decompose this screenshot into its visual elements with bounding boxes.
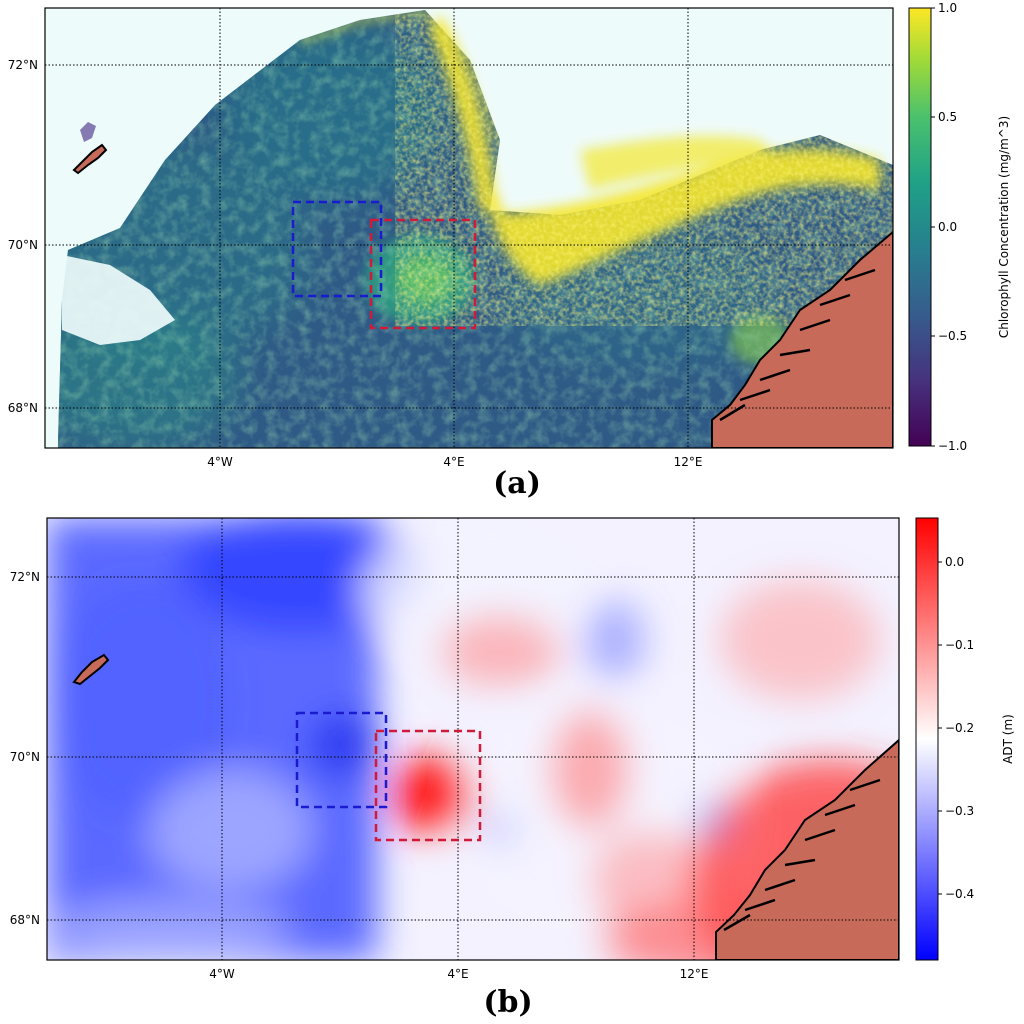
panel-b-colorbar-tick: 0.0 [945, 555, 964, 569]
panel-b-lat-label: 68°N [10, 913, 40, 927]
jan-mayen-island-a [72, 143, 108, 175]
panel-a-colorbar-label: Chlorophyll Concentration (mg/m^3) [997, 116, 1011, 338]
panel-b-map [47, 518, 899, 960]
panel-a-colorbar-tick: −0.5 [938, 329, 967, 343]
panel-b-colorbar-tick: −0.2 [945, 721, 974, 735]
panel-b-blue-box [295, 711, 388, 809]
panel-a-label: (a) [493, 466, 541, 501]
panel-b-colorbar-label: ADT (m) [1001, 714, 1015, 764]
panel-a-colorbar-tick: 1.0 [938, 1, 957, 15]
panel-b-lat-label: 70°N [10, 750, 40, 764]
panel-a-red-box [369, 218, 477, 330]
panel-a-frame [44, 7, 894, 449]
panel-b-lon-label: 12°E [680, 967, 709, 981]
panel-a-colorbar-tick: 0.5 [938, 110, 957, 124]
panel-a-map [45, 8, 893, 448]
panel-b-colorbar-tick: −0.4 [945, 887, 974, 901]
panel-a-colorbar-tick: 0.0 [938, 220, 957, 234]
panel-a-lon-label: 4°W [207, 455, 233, 469]
panel-b-colorbar-tick: −0.3 [945, 804, 974, 818]
panel-b-label: (b) [483, 985, 532, 1020]
panel-a-colorbar [908, 7, 932, 447]
panel-a-lat-label: 72°N [8, 58, 38, 72]
panel-a-gridlines [45, 8, 893, 448]
panel-a-blue-box [291, 200, 383, 298]
panel-b-gridlines [47, 518, 899, 960]
panel-a-lat-label: 68°N [8, 401, 38, 415]
panel-a-lon-label: 12°E [674, 455, 703, 469]
panel-b-lat-label: 72°N [10, 570, 40, 584]
panel-b-colorbar-tick: −0.1 [945, 638, 974, 652]
panel-b-colorbar [915, 517, 939, 961]
panel-a-colorbar-tick: −1.0 [938, 439, 967, 453]
panel-a-lon-label: 4°E [443, 455, 464, 469]
panel-b-frame [46, 517, 900, 961]
panel-b-lon-label: 4°E [447, 967, 468, 981]
panel-b-red-box [374, 729, 482, 842]
panel-b-lon-label: 4°W [209, 967, 235, 981]
jan-mayen-island-b [72, 653, 110, 686]
panel-a-lat-label: 70°N [8, 238, 38, 252]
